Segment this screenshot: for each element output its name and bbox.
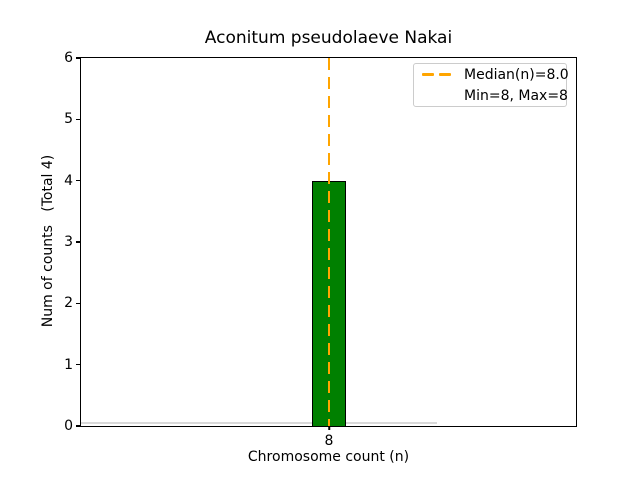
- y-tick-label: 6: [64, 50, 73, 66]
- median-dashed-line-icon: [422, 73, 455, 76]
- y-tick-mark: [76, 57, 80, 59]
- y-tick-label: 3: [64, 234, 73, 250]
- legend-entry-median: Median(n)=8.0: [422, 66, 569, 84]
- legend-label-median: Median(n)=8.0: [464, 66, 569, 83]
- x-tick-label: 8: [324, 433, 334, 449]
- y-tick-mark: [76, 363, 80, 366]
- y-tick-mark: [76, 302, 80, 305]
- x-axis-label: Chromosome count (n): [247, 449, 410, 465]
- y-tick-mark: [76, 425, 80, 427]
- y-tick-label: 4: [64, 172, 73, 189]
- y-tick-mark: [76, 118, 80, 121]
- legend-label-minmax: Min=8, Max=8: [464, 87, 568, 104]
- y-tick-label: 1: [64, 356, 73, 373]
- legend-entry-minmax: Min=8, Max=8: [422, 87, 568, 105]
- y-tick-mark: [76, 179, 80, 182]
- y-tick-mark: [76, 241, 80, 243]
- y-tick-label: 0: [64, 418, 73, 434]
- y-tick-label: 2: [64, 295, 73, 312]
- y-axis-label: Num of counts (Total 4): [40, 154, 56, 328]
- y-tick-label: 5: [64, 111, 73, 128]
- plot-area: 0 1 2 3 4 5 6 8 Median(n)=8.0 Min=8, Max=8: [64, 50, 577, 449]
- chart-title: Aconitum pseudolaeve Nakai: [204, 28, 453, 48]
- legend: Median(n)=8.0 Min=8, Max=8: [413, 63, 569, 107]
- x-tick-mark: [328, 426, 330, 430]
- median-dashed-line: [327, 58, 331, 426]
- zero-height-bins-edge-line: [81, 422, 437, 424]
